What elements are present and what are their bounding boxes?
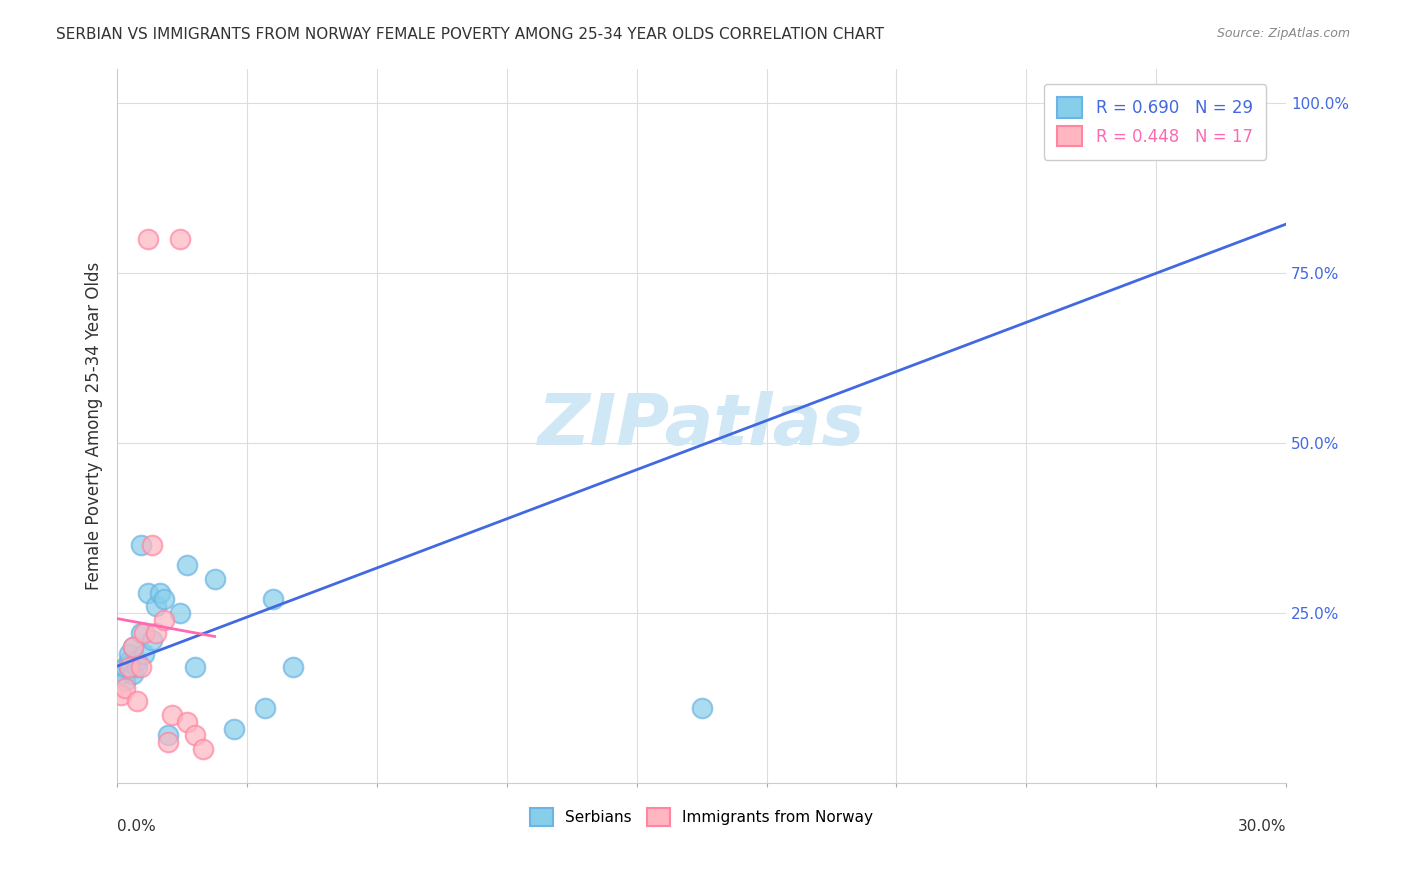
Point (254, 701, 277, 715)
Point (129, 660, 152, 674)
Point (118, 660, 141, 674)
Point (118, 660, 141, 674)
Point (141, 633, 163, 648)
Point (176, 558, 198, 573)
Text: 30.0%: 30.0% (1237, 819, 1286, 834)
Point (156, 728, 179, 742)
Point (262, 592, 284, 607)
Point (281, 660, 304, 674)
Point (191, 742, 214, 756)
Point (118, 654, 141, 668)
Point (690, 701, 713, 715)
Text: SERBIAN VS IMMIGRANTS FROM NORWAY FEMALE POVERTY AMONG 25-34 YEAR OLDS CORRELATI: SERBIAN VS IMMIGRANTS FROM NORWAY FEMALE… (56, 27, 884, 42)
Point (134, 626, 156, 640)
Point (138, 585, 160, 599)
Point (125, 660, 148, 674)
Point (118, 647, 141, 661)
Text: ZIPatlas: ZIPatlas (538, 392, 865, 460)
Point (176, 714, 198, 729)
Point (110, 667, 132, 681)
Text: 0.0%: 0.0% (117, 819, 156, 834)
Point (114, 673, 136, 688)
Point (141, 538, 163, 552)
Point (153, 592, 176, 607)
Point (1157, 95, 1180, 110)
Point (222, 722, 245, 736)
Point (149, 585, 172, 599)
Point (125, 654, 148, 668)
Point (184, 728, 207, 742)
Point (125, 694, 148, 708)
Point (169, 232, 191, 246)
Point (204, 572, 226, 586)
Point (121, 640, 143, 654)
Point (134, 647, 156, 661)
Point (145, 626, 167, 640)
Point (153, 613, 176, 627)
Point (121, 640, 143, 654)
Point (129, 538, 152, 552)
Point (114, 681, 136, 695)
Point (156, 735, 179, 749)
Point (110, 688, 132, 702)
Point (121, 667, 143, 681)
Legend: Serbians, Immigrants from Norway: Serbians, Immigrants from Norway (524, 802, 879, 832)
Y-axis label: Female Poverty Among 25-34 Year Olds: Female Poverty Among 25-34 Year Olds (86, 261, 103, 590)
Point (138, 232, 160, 246)
Point (129, 626, 152, 640)
Point (184, 660, 207, 674)
Point (160, 708, 183, 723)
Point (169, 606, 191, 620)
Point (145, 599, 167, 614)
Text: Source: ZipAtlas.com: Source: ZipAtlas.com (1216, 27, 1350, 40)
Point (114, 660, 136, 674)
